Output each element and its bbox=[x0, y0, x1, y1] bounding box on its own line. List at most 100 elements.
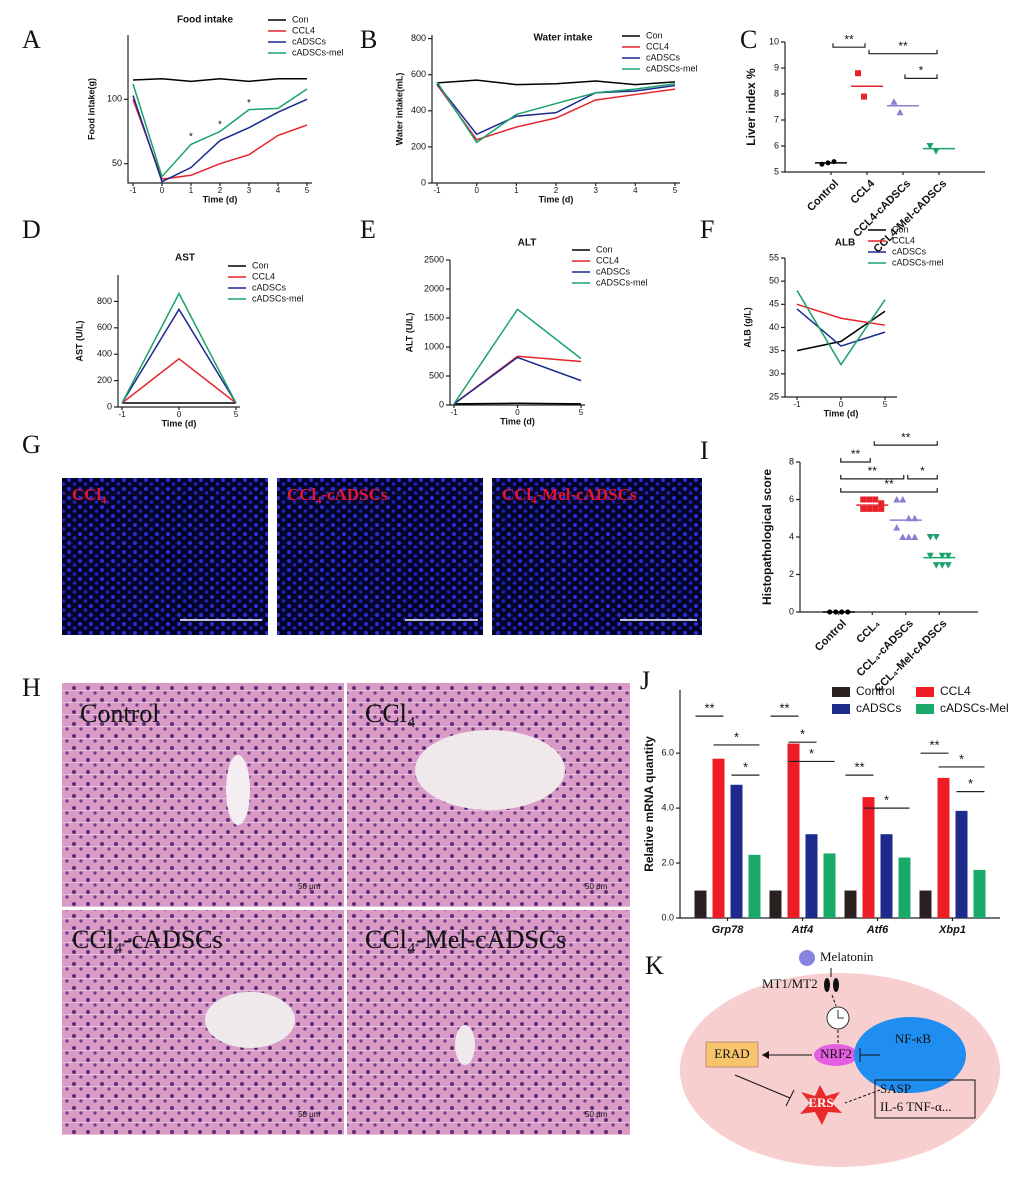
fluorescence-image bbox=[492, 478, 702, 635]
nfkb-label: NF-κB bbox=[895, 1031, 931, 1046]
y-tick-label: 2 bbox=[789, 569, 794, 579]
x-tick-label: 3 bbox=[247, 186, 252, 195]
x-tick-label: CCL4 bbox=[848, 177, 877, 206]
image-label: CCl₄-Mel-cADSCs bbox=[502, 485, 637, 504]
receptor bbox=[824, 978, 830, 992]
significance-label: * bbox=[920, 464, 925, 478]
x-tick-label: 0 bbox=[474, 186, 479, 195]
y-tick-label: 200 bbox=[97, 375, 112, 385]
legend-swatch bbox=[916, 687, 934, 697]
chart-panel: D AST 0 200 400 600 800 AST (U/L) Time (d) -1 0 5 Co… bbox=[22, 215, 304, 428]
annotation: * bbox=[247, 98, 251, 109]
x-axis-label: Time (d) bbox=[824, 408, 859, 418]
point bbox=[926, 143, 934, 150]
legend-label: CCL4 bbox=[940, 684, 971, 698]
x-tick-label: Xbp1 bbox=[938, 924, 966, 936]
x-tick-label: Control bbox=[813, 618, 849, 654]
image-label: Control bbox=[80, 699, 159, 728]
y-tick-label: 30 bbox=[769, 368, 779, 378]
y-tick-label: 6.0 bbox=[661, 748, 674, 758]
vessel bbox=[455, 1025, 475, 1065]
y-tick-label: 0 bbox=[439, 399, 444, 409]
legend-label: cADSCs bbox=[646, 52, 681, 62]
significance-bracket bbox=[873, 441, 938, 446]
point bbox=[860, 505, 867, 512]
chart-panel: J 0.0 2.0 4.0 6.0 Relative mRNA quantity Grp78… bbox=[640, 666, 1009, 936]
y-tick-label: 0 bbox=[107, 401, 112, 411]
point bbox=[938, 552, 946, 560]
x-axis-label: Time (d) bbox=[500, 416, 535, 426]
panel-letter: F bbox=[700, 215, 714, 244]
annotation: * bbox=[189, 131, 193, 142]
y-tick-label: 50 bbox=[769, 276, 779, 286]
x-axis-label: Time (d) bbox=[539, 194, 574, 204]
line bbox=[132, 83, 308, 179]
bar bbox=[955, 810, 968, 918]
x-tick-label: -1 bbox=[793, 400, 801, 409]
image-label: CCl₄-cADSCs bbox=[287, 485, 388, 504]
chart-panel: F ALB 25 30 35 40 45 50 55 ALB (g/L) Time (d) -1 0 5 C… bbox=[700, 215, 944, 418]
legend-label: cADSCs-mel bbox=[252, 293, 304, 303]
significance-label: ** bbox=[929, 738, 939, 753]
fluorescence-image bbox=[277, 478, 483, 635]
point bbox=[932, 562, 940, 569]
x-tick-label: 5 bbox=[234, 410, 239, 419]
y-tick-label: 25 bbox=[769, 391, 779, 401]
y-tick-label: 2500 bbox=[424, 254, 444, 264]
x-tick-label: -1 bbox=[118, 410, 126, 419]
significance-bracket bbox=[868, 49, 938, 55]
significance-label: ** bbox=[901, 430, 911, 444]
panel-letter: D bbox=[22, 215, 41, 244]
point bbox=[944, 562, 952, 569]
y-tick-label: 35 bbox=[769, 345, 779, 355]
legend-label: Con bbox=[252, 260, 269, 270]
y-tick-label: 10 bbox=[769, 36, 779, 46]
x-tick-label: Atf6 bbox=[866, 924, 889, 936]
panel-letter: G bbox=[22, 430, 41, 459]
fluorescence-image bbox=[62, 478, 268, 635]
point bbox=[905, 533, 913, 540]
x-tick-label: 2 bbox=[218, 186, 223, 195]
y-tick-label: 40 bbox=[769, 322, 779, 332]
x-tick-label: 0 bbox=[160, 186, 165, 195]
line bbox=[436, 83, 676, 136]
line bbox=[453, 402, 582, 405]
y-axis-label: ALT (U/L) bbox=[404, 313, 414, 353]
bar bbox=[787, 743, 800, 918]
axis bbox=[784, 42, 985, 173]
y-tick-label: 9 bbox=[774, 62, 779, 72]
y-tick-label: 4.0 bbox=[661, 802, 674, 812]
chart-panel: B Water intake 0 200 400 600 800 Water intake(m… bbox=[360, 25, 698, 204]
bar bbox=[730, 784, 743, 918]
bar bbox=[712, 758, 725, 918]
significance-label: * bbox=[959, 751, 964, 766]
chart-title: Water intake bbox=[533, 33, 593, 44]
legend-label: Con bbox=[892, 224, 909, 234]
y-axis-label: Food intake(g) bbox=[86, 78, 96, 140]
panel-letter: I bbox=[700, 436, 709, 465]
arrow bbox=[831, 994, 837, 1007]
image-label: CCl₄ bbox=[365, 699, 416, 728]
y-tick-label: 2000 bbox=[424, 283, 444, 293]
y-tick-label: 8 bbox=[789, 456, 794, 466]
x-tick-label: 4 bbox=[633, 186, 638, 195]
y-axis-label: Water intake(mL) bbox=[394, 73, 404, 146]
line bbox=[796, 308, 886, 347]
legend-label: cADSCs-mel bbox=[646, 63, 698, 73]
significance-label: ** bbox=[844, 32, 854, 46]
point bbox=[893, 496, 901, 503]
panel-letter: H bbox=[22, 673, 41, 702]
bar bbox=[844, 890, 857, 918]
bar bbox=[769, 890, 782, 918]
melatonin-icon bbox=[799, 950, 815, 966]
y-tick-label: 200 bbox=[411, 141, 426, 151]
y-tick-label: 4 bbox=[789, 531, 794, 541]
axis bbox=[127, 35, 312, 184]
point bbox=[926, 534, 934, 541]
y-tick-label: 800 bbox=[97, 296, 112, 306]
point bbox=[932, 534, 940, 541]
diagram-k: K Melatonin MT1/MT2 NRF2 ERAD NF-κB SASP… bbox=[645, 949, 1000, 1167]
legend-label: cADSCs bbox=[892, 246, 927, 256]
y-tick-label: 2.0 bbox=[661, 857, 674, 867]
